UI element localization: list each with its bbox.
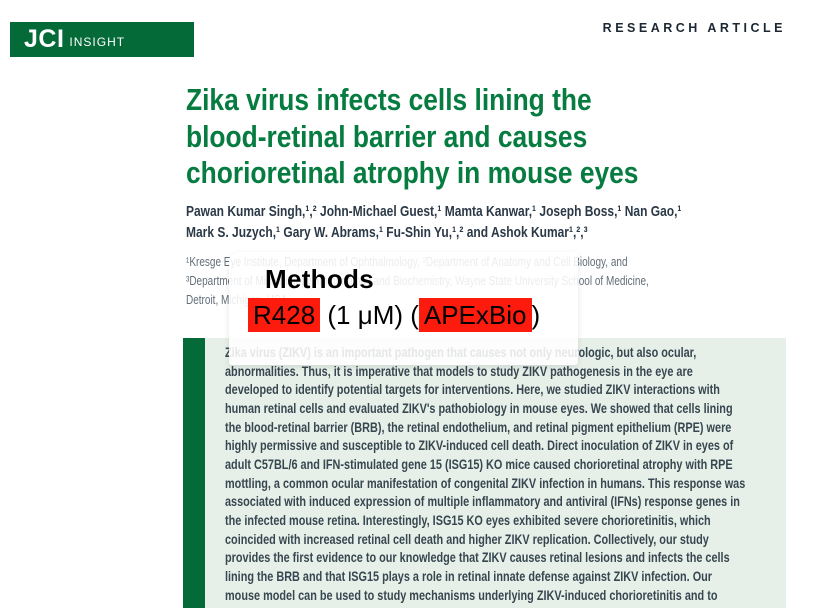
abstract-accent-bar xyxy=(183,338,205,608)
reagent-line: R428 (1 μM) (APExBio) xyxy=(248,298,578,332)
plain-term: ) xyxy=(531,300,541,330)
author-list: Pawan Kumar Singh,¹,² John-Michael Guest… xyxy=(186,203,682,241)
methods-heading: Methods xyxy=(265,264,374,294)
brand-name: JCI xyxy=(24,25,65,53)
brand-suffix: insight xyxy=(69,30,126,50)
highlighted-term: R428 xyxy=(248,298,321,332)
plain-term: (1 μM) ( xyxy=(320,300,419,330)
methods-annotation-overlay: Methods R428 (1 μM) (APExBio) xyxy=(229,252,578,365)
jci-insight-logo: JCI insight xyxy=(10,22,194,57)
abstract-panel: Zika virus (ZIKV) is an important pathog… xyxy=(183,338,786,608)
abstract-text: Zika virus (ZIKV) is an important pathog… xyxy=(225,345,746,603)
research-article-label: RESEARCH ARTICLE xyxy=(602,21,786,35)
highlighted-term: APExBio xyxy=(418,298,532,332)
article-title: Zika virus infects cells lining the bloo… xyxy=(186,82,639,190)
